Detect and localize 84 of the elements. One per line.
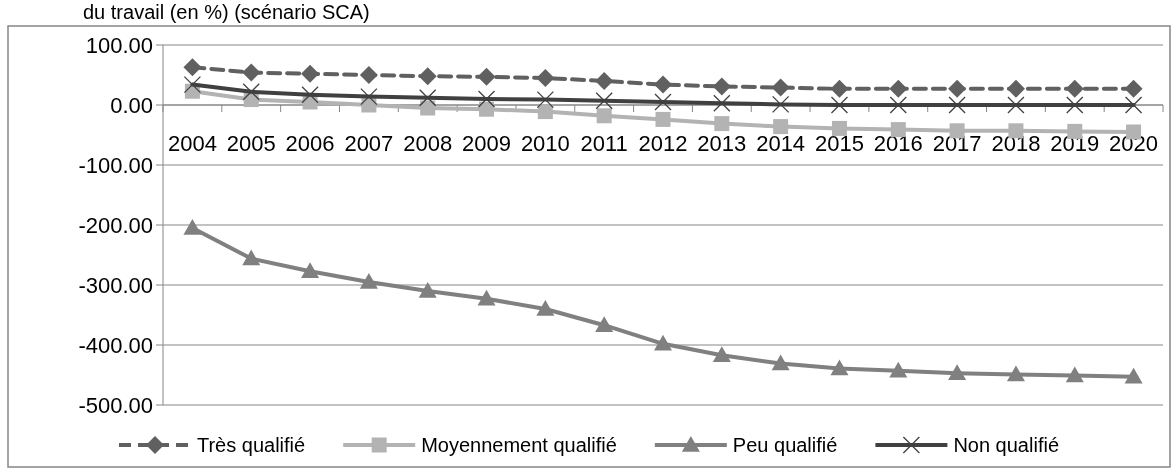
x-tick-label: 2005 [226,131,276,156]
point [889,79,908,98]
point [889,96,907,114]
point [830,359,849,376]
x-tick-label: 2006 [285,131,335,156]
point [830,96,849,114]
point [359,66,378,84]
x-tick-label: 2008 [403,131,453,156]
chart-title: du travail (en %) (scénario SCA) [83,1,370,23]
point [301,86,319,104]
point [477,67,496,86]
point [713,94,731,112]
point [301,64,320,83]
point [536,300,555,316]
x-tick-label: 2007 [344,131,394,156]
point [889,361,908,378]
y-tick-label: -500.00 [78,392,153,418]
point [654,93,672,111]
legend-label: Moyennement qualifié [421,434,617,456]
point [537,104,553,120]
x-tick-label: 2015 [814,131,864,156]
y-tick-label: -100.00 [78,152,153,178]
x-tick-label: 2012 [638,131,688,156]
point [714,116,730,132]
y-tick-label: -400.00 [78,332,153,358]
point [419,89,437,107]
legend-label: Très qualifié [196,434,306,456]
point [418,67,437,86]
point [359,273,378,289]
point [1124,79,1143,98]
legend-label: Peu qualifié [732,434,838,456]
point [242,83,260,101]
point [477,90,496,108]
point [1007,96,1025,114]
point [596,108,612,124]
point [1065,366,1084,383]
point [1124,96,1143,114]
point [712,346,731,362]
point [242,249,261,266]
legend-label: Non qualifié [953,434,1060,456]
point [948,364,967,380]
point [948,79,967,98]
point [595,92,613,110]
point [1124,367,1143,384]
x-tick-label: 2013 [697,131,747,156]
point [595,316,614,332]
x-tick-label: 2004 [167,131,217,156]
y-tick-label: -300.00 [78,272,153,298]
point [183,58,202,77]
point [831,120,847,136]
point [301,262,320,278]
point [1065,79,1084,98]
y-tick-label: -200.00 [78,212,153,238]
point [183,75,202,94]
point [420,100,436,116]
point [477,289,496,306]
y-tick-label: 0.00 [110,92,153,118]
point [771,78,790,97]
x-tick-label: 2011 [580,131,628,156]
point [183,219,202,235]
point [712,77,731,96]
point [830,79,849,98]
point [360,87,378,106]
point [654,334,672,351]
point [773,119,789,135]
point [1006,365,1025,382]
x-tick-label: 2016 [873,131,923,156]
x-tick-label: 2014 [756,131,806,156]
point [536,69,555,87]
point [1066,96,1084,114]
point [1006,79,1025,98]
point [595,72,614,90]
y-tick-label: 100.00 [85,32,153,58]
point [479,101,495,117]
point [654,75,672,94]
x-tick-label: 2010 [520,131,570,156]
point [418,282,437,298]
point [948,96,966,114]
point [655,111,671,127]
point [242,63,261,82]
point [772,95,790,114]
point [536,90,554,109]
x-tick-label: 2009 [462,131,512,156]
point [771,354,790,371]
